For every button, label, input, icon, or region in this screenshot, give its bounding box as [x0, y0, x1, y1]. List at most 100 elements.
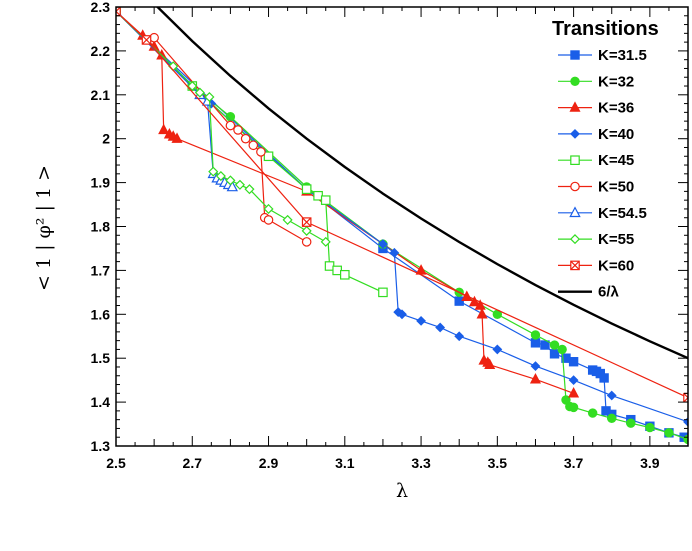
data-point [568, 375, 579, 386]
series-10 [155, 7, 688, 360]
data-point [476, 308, 488, 319]
legend-entry: K=36 [558, 100, 634, 117]
data-point [529, 373, 541, 384]
legend-entry: 6/λ [558, 284, 620, 301]
legend-label: K=54.5 [598, 205, 647, 222]
data-point [263, 215, 274, 225]
y-tick-label: 2.2 [91, 43, 111, 59]
legend-entry: K=60 [558, 257, 634, 274]
series-line [116, 10, 574, 394]
legend-label: K=45 [598, 152, 634, 169]
data-point [435, 322, 446, 333]
data-point [240, 133, 251, 144]
y-tick-label: 1.3 [91, 438, 111, 454]
x-tick-label: 2.5 [106, 455, 126, 471]
legend-swatch-marker [570, 128, 580, 139]
x-tick-label: 3.9 [640, 455, 660, 471]
data-point [244, 184, 255, 195]
data-point [282, 214, 293, 225]
data-point [171, 132, 183, 143]
legend-swatch-marker [570, 181, 580, 192]
data-point [645, 422, 655, 433]
legend-swatch-marker-cross [570, 260, 580, 271]
legend-entry: K=54.5 [558, 205, 647, 222]
data-point [607, 413, 617, 424]
data-point [587, 408, 598, 418]
y-tick-label: 1.6 [91, 306, 111, 322]
data-point [530, 361, 541, 372]
legend-entry: K=50 [558, 179, 634, 196]
x-axis-label: λ [396, 480, 408, 502]
y-tick-label: 1.7 [91, 262, 111, 278]
legend: Transitions K=31.5 K=32 K=36 K=40 K=45 K=50 K=… [552, 18, 659, 301]
series-layer [116, 7, 688, 445]
data-point [606, 390, 617, 401]
data-point [454, 296, 464, 306]
x-tick-label: 3.7 [564, 455, 584, 471]
y-axis-label: < 1 | φ² | 1 > [33, 165, 55, 291]
series-3 [116, 7, 580, 398]
data-point [234, 179, 245, 190]
data-point [492, 344, 503, 355]
y-tick-label: 2 [102, 131, 110, 147]
data-point [225, 120, 236, 131]
data-point [568, 387, 580, 398]
legend-entry: K=32 [558, 73, 634, 90]
legend-swatch-marker [569, 206, 581, 218]
data-point [158, 123, 170, 135]
y-tick-label: 1.9 [91, 175, 111, 191]
data-point [378, 287, 388, 298]
data-point [204, 91, 215, 103]
legend-entry: K=55 [558, 231, 634, 248]
x-tick-label: 3.3 [411, 455, 431, 471]
data-point [340, 269, 350, 280]
legend-label: K=32 [598, 73, 634, 90]
axis-layer: 2.5 2.7 2.9 3.1 3.3 3.5 3.7 3.9 1.3 1.4 1.5 1.6 1.7 1… [91, 0, 689, 471]
data-point [474, 299, 486, 310]
legend-label: K=50 [598, 179, 634, 196]
data-point [301, 225, 312, 236]
data-point [208, 166, 219, 177]
data-point [226, 180, 239, 192]
legend-label: K=31.5 [598, 47, 647, 64]
data-point [320, 236, 331, 247]
legend-label: K=40 [598, 126, 634, 143]
legend-title: Transitions [552, 18, 659, 40]
legend-swatch-marker [570, 155, 580, 165]
legend-label: K=55 [598, 231, 634, 248]
y-tick-label: 2.3 [91, 0, 111, 15]
data-point [187, 80, 198, 92]
data-point [599, 373, 609, 383]
y-tick-label: 1.8 [91, 219, 111, 235]
data-point [549, 349, 560, 359]
data-point [568, 402, 579, 413]
data-point [557, 344, 567, 355]
data-point-cross [683, 393, 688, 403]
data-point [389, 247, 400, 258]
legend-entry: K=45 [558, 152, 634, 169]
data-point [263, 151, 274, 162]
legend-entry: K=31.5 [558, 47, 647, 64]
legend-swatch-marker [569, 101, 581, 112]
series-line [155, 7, 688, 360]
data-point [225, 175, 236, 186]
y-tick-label: 1.4 [91, 394, 111, 410]
data-point [225, 112, 236, 122]
data-point [320, 195, 331, 205]
x-tick-label: 3.5 [488, 455, 508, 471]
y-tick-label: 2.1 [91, 87, 111, 103]
x-tick-label: 2.9 [259, 455, 279, 471]
legend-label: 6/λ [598, 284, 620, 301]
legend-swatch-marker [570, 76, 580, 87]
data-point [378, 239, 388, 249]
data-point [194, 87, 205, 98]
data-point [263, 203, 274, 214]
data-point-cross [141, 35, 152, 45]
data-point [454, 331, 465, 342]
series-line [116, 10, 384, 293]
series-line [116, 10, 233, 188]
legend-label: K=36 [598, 100, 634, 117]
data-point-cross [302, 217, 312, 227]
data-point [484, 358, 496, 369]
